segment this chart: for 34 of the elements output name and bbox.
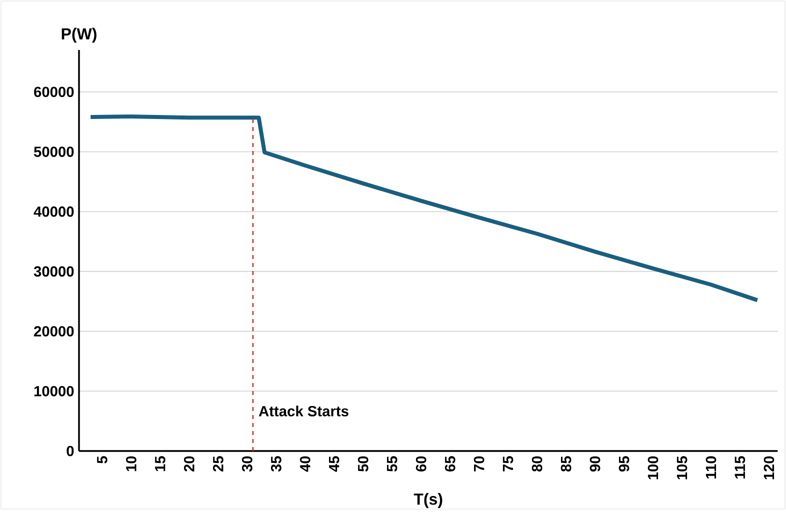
x-tick-label: 100 bbox=[648, 456, 658, 480]
x-tick-label: 20 bbox=[184, 456, 194, 472]
x-tick-label: 90 bbox=[590, 456, 600, 472]
y-tick-label: 20000 bbox=[34, 326, 74, 336]
x-tick-label: 115 bbox=[734, 456, 746, 478]
x-tick-label: 105 bbox=[676, 456, 688, 480]
x-tick-label: 70 bbox=[474, 456, 484, 472]
x-tick-label: 25 bbox=[212, 456, 224, 472]
x-tick-label: 95 bbox=[618, 456, 630, 472]
x-tick-label: 15 bbox=[155, 456, 166, 471]
x-tick-label: 45 bbox=[329, 456, 340, 472]
x-tick-label: 80 bbox=[532, 456, 542, 472]
x-tick-label: 10 bbox=[126, 456, 136, 471]
y-tick-label: 50000 bbox=[34, 146, 74, 157]
x-tick-label: 5 bbox=[97, 456, 108, 464]
ref-line-label: Attack Starts bbox=[258, 405, 348, 416]
y-axis-title: P(W) bbox=[62, 28, 96, 42]
y-tick-label: 0 bbox=[66, 446, 74, 456]
y-tick-label: 10000 bbox=[34, 386, 74, 396]
x-tick-label: 75 bbox=[502, 456, 514, 472]
x-tick-label: 65 bbox=[444, 456, 456, 472]
x-tick-label: 55 bbox=[386, 456, 398, 472]
x-tick-label: 120 bbox=[764, 456, 774, 480]
x-tick-label: 35 bbox=[270, 456, 282, 472]
x-tick-label: 40 bbox=[300, 456, 310, 472]
x-tick-label: 110 bbox=[706, 456, 716, 478]
x-axis-title: T(s) bbox=[414, 492, 442, 508]
x-tick-label: 50 bbox=[358, 456, 368, 472]
x-tick-label: 85 bbox=[560, 456, 572, 472]
x-tick-label: 30 bbox=[242, 456, 252, 472]
y-tick-label: 60000 bbox=[34, 86, 74, 97]
x-tick-label: 60 bbox=[416, 456, 426, 472]
y-tick-label: 30000 bbox=[34, 266, 74, 276]
y-tick-label: 40000 bbox=[34, 206, 74, 217]
